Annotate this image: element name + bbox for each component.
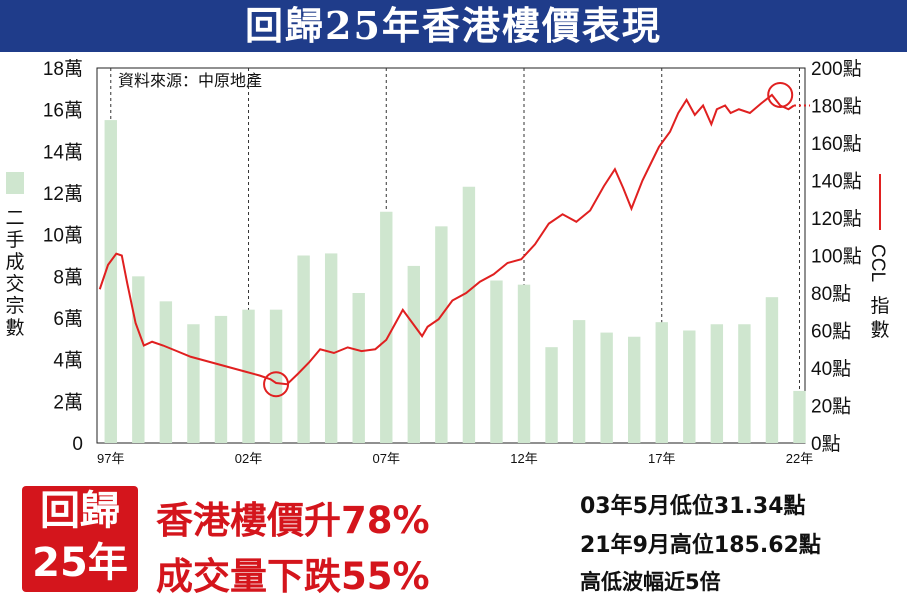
combo-chart: 0 2萬 4萬 6萬 8萬 10萬 12萬 14萬 16萬 18萬 0點 20點 40點 60點 80點 10…	[5, 58, 890, 466]
right-tick-label: 200點	[811, 58, 862, 80]
volume-bar	[435, 226, 448, 443]
left-tick-label: 2萬	[53, 391, 83, 413]
right-axis-char: 指	[870, 295, 889, 317]
headline-volume-drop: 成交量下跌55%	[156, 555, 430, 598]
left-axis-char: 數	[5, 317, 24, 339]
volume-bar	[324, 253, 338, 443]
x-tick-label: 07年	[373, 451, 400, 466]
right-axis-latin: CCL	[867, 244, 888, 282]
volume-bar	[159, 301, 173, 443]
volume-bar	[242, 309, 255, 443]
right-tick-label: 60點	[811, 321, 851, 343]
volume-bar	[765, 297, 779, 443]
right-tick-label: 40點	[811, 358, 851, 380]
x-tick-label: 17年	[648, 451, 675, 466]
right-tick-label: 180點	[811, 96, 862, 118]
line-series	[98, 81, 810, 398]
volume-bar	[380, 211, 393, 443]
page-title: 回歸25年香港樓價表現	[0, 0, 907, 52]
left-tick-label: 16萬	[43, 100, 83, 122]
volume-bar	[517, 284, 531, 443]
left-tick-label: 12萬	[43, 183, 83, 205]
volume-bar	[187, 324, 200, 443]
chart-gridlines	[96, 67, 806, 444]
badge-line-2: 25年	[32, 540, 128, 586]
volume-bar	[655, 322, 668, 443]
volume-bar	[793, 390, 806, 443]
left-tick-label: 14萬	[43, 141, 83, 163]
volume-bar	[132, 276, 145, 443]
right-tick-label: 0點	[811, 433, 841, 455]
low-point-circle	[263, 371, 290, 398]
left-axis-char: 交	[5, 273, 24, 295]
volume-bar	[297, 255, 310, 443]
anniversary-badge: 回歸 25年	[22, 486, 138, 592]
right-tick-label: 20點	[811, 396, 851, 418]
volume-bar	[572, 320, 586, 443]
volume-bar	[462, 186, 476, 443]
volume-bar	[214, 315, 228, 443]
left-tick-label: 6萬	[53, 308, 83, 330]
x-tick-label: 12年	[510, 451, 537, 466]
volume-bar	[628, 336, 641, 443]
volume-bar	[352, 293, 365, 443]
left-legend-swatch	[6, 172, 24, 194]
note-range: 高低波幅近5倍	[580, 570, 721, 594]
volume-bar	[710, 324, 724, 443]
left-tick-label: 4萬	[53, 350, 83, 372]
source-label: 資料來源：中原地產	[118, 72, 262, 90]
high-point-circle	[767, 81, 794, 108]
bar-series	[104, 120, 806, 443]
right-tick-label: 120點	[811, 208, 862, 230]
right-axis-char: 數	[870, 319, 889, 341]
volume-bar	[600, 332, 613, 443]
badge-line-1: 回歸	[40, 488, 120, 534]
volume-bar	[104, 120, 117, 443]
plot-frame	[96, 67, 806, 444]
volume-bar	[545, 347, 558, 443]
x-tick-label: 22年	[786, 451, 813, 466]
right-tick-label: 100點	[811, 246, 862, 268]
right-axis-title: CCL 指數	[867, 174, 890, 341]
note-low: 03年5月低位31.34點	[580, 494, 806, 519]
headline-price-rise: 香港樓價升78%	[156, 499, 430, 542]
right-tick-label: 140點	[811, 171, 862, 193]
left-tick-label: 10萬	[43, 225, 83, 247]
volume-bar	[683, 330, 696, 443]
x-tick-label: 97年	[97, 451, 124, 466]
left-axis-char: 二	[5, 208, 24, 229]
tick-labels: 0 2萬 4萬 6萬 8萬 10萬 12萬 14萬 16萬 18萬 0點 20點 40點 60點 80點 10…	[43, 58, 862, 466]
left-tick-label: 0	[72, 434, 83, 455]
left-tick-label: 8萬	[53, 266, 83, 288]
x-tick-label: 02年	[235, 451, 262, 466]
volume-bar	[738, 324, 751, 443]
left-axis-char: 手	[5, 229, 24, 251]
volume-bar	[407, 265, 421, 443]
left-tick-label: 18萬	[43, 58, 83, 80]
ccl-line	[98, 93, 795, 386]
left-axis-char: 宗	[5, 295, 24, 317]
volume-bar	[269, 309, 283, 443]
note-high: 21年9月高位185.62點	[580, 533, 821, 558]
right-tick-label: 80點	[811, 283, 851, 305]
right-tick-label: 160點	[811, 133, 862, 155]
volume-bar	[490, 280, 503, 443]
left-axis-char: 成	[5, 251, 24, 273]
